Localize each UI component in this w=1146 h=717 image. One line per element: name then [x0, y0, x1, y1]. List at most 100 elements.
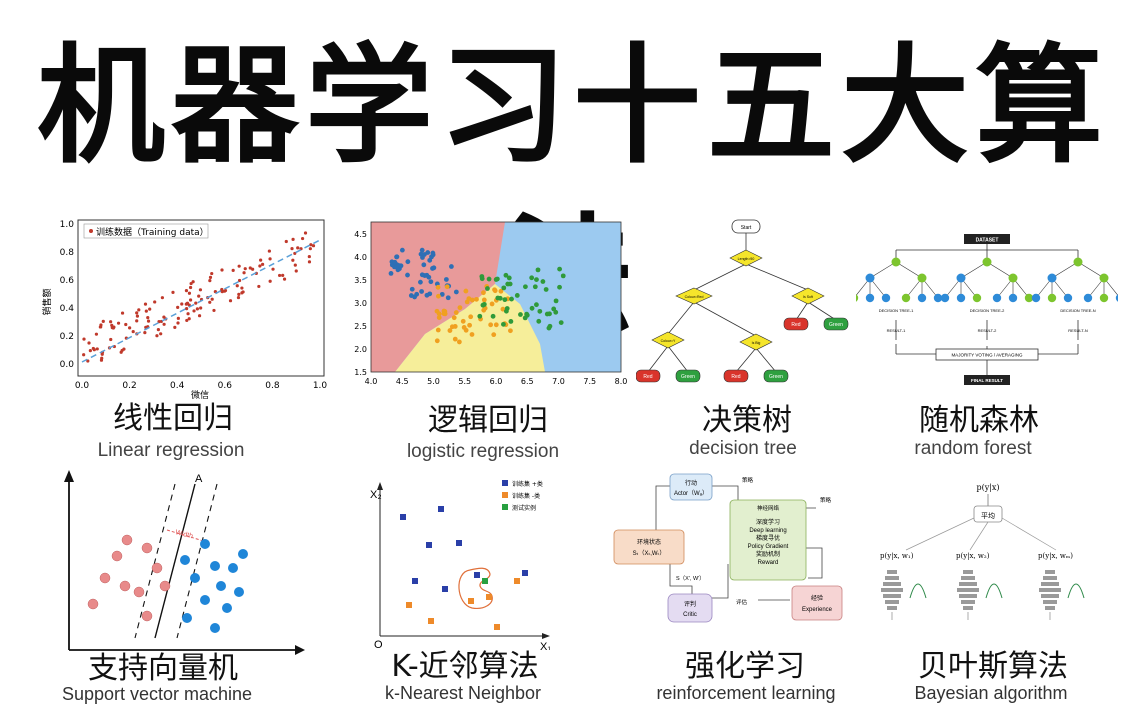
- data-point: [111, 326, 115, 330]
- data-point: [453, 289, 459, 295]
- data-point: [463, 327, 469, 333]
- data-point: [88, 349, 92, 353]
- data-point: [162, 322, 166, 326]
- legend-neg-label: 训练集 -类: [512, 492, 540, 500]
- state-label: S（X', W'）: [676, 575, 705, 582]
- data-point: [236, 295, 241, 300]
- caption-logistic-en: logistic regression: [406, 441, 560, 462]
- data-point: [94, 332, 99, 336]
- network-layer: [1043, 576, 1057, 580]
- data-point: [243, 267, 247, 271]
- panel-knn: X₂ X₁ O 训练集 +类 训练集 -类 测试实例: [362, 474, 562, 650]
- knn-diagram: X₂ X₁ O 训练集 +类 训练集 -类 测试实例: [370, 480, 551, 650]
- data-point: [468, 314, 474, 320]
- data-point: [258, 264, 262, 268]
- result-2-label: RESULT-2: [978, 328, 998, 333]
- distribution-curve: [985, 583, 1003, 599]
- data-point: [242, 271, 246, 275]
- positive-point: [438, 506, 444, 512]
- leaf-3: [636, 369, 661, 383]
- caption-bayes-zh: 贝叶斯算法: [918, 649, 1068, 684]
- data-point: [194, 301, 198, 305]
- result-1-label: RESULT-1: [887, 328, 907, 333]
- data-point: [457, 305, 463, 311]
- y-tick-label: 2.5: [354, 322, 367, 331]
- data-point: [408, 293, 414, 298]
- legend-marker: [89, 229, 93, 233]
- data-point: [240, 286, 244, 290]
- caption-random-forest-en: random forest: [914, 438, 1032, 459]
- start-label: Start: [741, 225, 752, 231]
- panel-random-forest: DATASET DECISION TREE-1 DECISION TREE-2 …: [856, 228, 1118, 390]
- y-tick-label: 0.4: [60, 304, 75, 314]
- dl-line-3: 梯度寻优: [756, 534, 780, 542]
- data-point: [185, 307, 189, 311]
- y-tick-label: 0.8: [60, 248, 75, 258]
- data-point: [135, 314, 140, 318]
- data-point: [480, 302, 486, 308]
- x-tick-label: 4.0: [365, 377, 378, 386]
- decision-boundary: [154, 483, 196, 639]
- env-label: 环境状态: [637, 538, 661, 546]
- data-point: [430, 250, 436, 256]
- data-point: [135, 319, 139, 323]
- data-point: [529, 275, 535, 281]
- x-axis-label: 微信: [191, 389, 209, 401]
- data-point: [277, 273, 282, 278]
- positive-point: [522, 570, 528, 576]
- data-point: [481, 297, 487, 303]
- panel-decision-tree: Start Length>50 Colour=Red Is Soft Colou…: [636, 214, 856, 390]
- data-point: [474, 296, 479, 302]
- x-tick-label: 6.0: [490, 377, 503, 386]
- tree-node: [1031, 293, 1041, 303]
- x-tick-label: 6.5: [521, 377, 534, 386]
- class-b-point: [210, 623, 220, 633]
- leaf-6-label: Green: [769, 374, 783, 380]
- data-point: [418, 279, 423, 285]
- data-point: [505, 281, 511, 287]
- legend-pos-marker: [502, 480, 508, 486]
- data-point: [421, 262, 427, 268]
- data-point: [490, 313, 496, 319]
- critic-en-label: Critic: [683, 612, 697, 618]
- data-point: [309, 243, 313, 247]
- data-point: [197, 294, 201, 298]
- data-point: [135, 311, 139, 315]
- data-point: [396, 263, 402, 269]
- network-layer: [961, 600, 975, 604]
- data-point: [502, 297, 508, 303]
- x-axis-label: X₁: [540, 641, 551, 650]
- y-tick-label: 1.0: [60, 220, 75, 230]
- data-point: [493, 322, 499, 328]
- voting-label: MAJORITY VOTING / AVERAGING: [951, 353, 1023, 358]
- class-b-point: [180, 555, 190, 565]
- data-point: [143, 302, 148, 306]
- data-point: [187, 291, 192, 295]
- y-tick-label: 0.6: [60, 276, 75, 286]
- network-layer: [957, 588, 979, 592]
- data-point: [452, 324, 458, 329]
- data-point: [463, 288, 469, 294]
- y-tick-label: 2.0: [354, 345, 367, 354]
- y-tick-label: 4.5: [354, 230, 367, 239]
- data-point: [553, 298, 559, 304]
- class-a-point: [151, 562, 163, 574]
- data-point: [506, 275, 512, 281]
- node-3: [791, 287, 825, 305]
- data-point: [522, 315, 528, 321]
- data-point: [159, 332, 163, 336]
- tree-node: [1063, 293, 1073, 303]
- network-layer: [887, 606, 897, 610]
- caption-random-forest-zh: 随机森林: [919, 403, 1039, 438]
- actor-en-label: Actor（Wₐ）: [674, 490, 708, 497]
- data-point: [509, 296, 514, 302]
- data-point: [503, 272, 509, 278]
- model-m-label: p(y|x, wₘ): [1038, 552, 1073, 560]
- data-point: [500, 306, 506, 312]
- tree-node: [956, 293, 966, 303]
- positive-point: [474, 572, 480, 578]
- region-yellow: [395, 284, 545, 372]
- result-n-label: RESULT-N: [1068, 328, 1088, 333]
- data-point: [537, 308, 543, 314]
- reinforcement-learning-diagram: 行动 Actor（Wₐ） 策略 策略 神经网络 深度学习 Deep learni…: [613, 473, 843, 623]
